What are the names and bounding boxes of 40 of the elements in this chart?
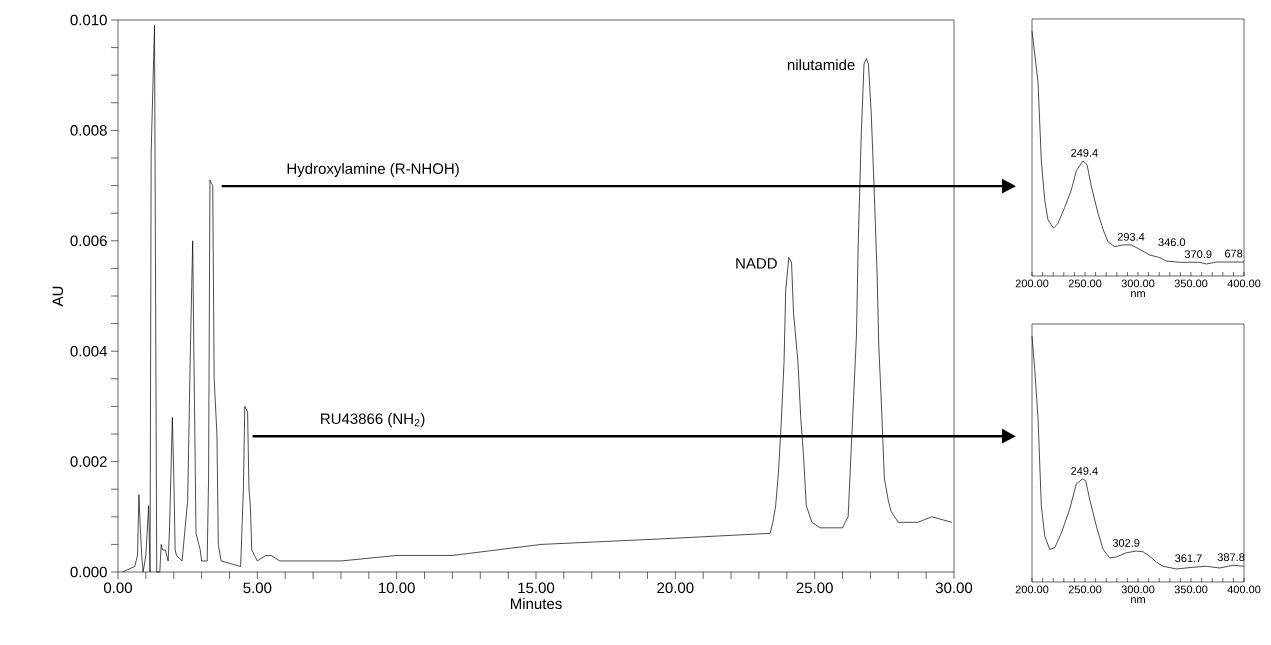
annotation: 346.0 (1158, 238, 1186, 247)
x-tick-label: 250.00 (1068, 585, 1102, 594)
x-tick-label: 200.00 (1015, 279, 1049, 288)
annotation: 249.4 (1071, 467, 1098, 475)
x-tick-label: 0.00 (103, 582, 132, 594)
x-axis-title: nm (1131, 597, 1145, 604)
annotation: nilutamide (787, 59, 855, 71)
x-tick-label: 300.00 (1121, 585, 1155, 594)
annotation: 361.7 (1175, 554, 1202, 563)
x-tick-label: 350.00 (1174, 279, 1208, 288)
x-tick-label: 400.00 (1227, 279, 1261, 288)
y-tick-label: 0.004 (70, 345, 108, 357)
x-axis-title: Minutes (510, 598, 562, 610)
annotation: Hydroxylamine (R-NHOH) (287, 162, 459, 177)
annotation: 302.9 (1112, 539, 1140, 547)
y-tick-label: 0.006 (70, 235, 107, 247)
y-tick-label: 0.002 (70, 456, 107, 467)
x-tick-label: 20.00 (657, 582, 694, 594)
y-tick-label: 0.000 (70, 566, 107, 578)
x-tick-label: 200.00 (1015, 585, 1049, 594)
x-tick-label: 5.00 (243, 582, 272, 594)
x-tick-label: 400.00 (1227, 585, 1261, 594)
x-tick-label: 30.00 (935, 582, 973, 594)
annotation: 370.9 (1184, 250, 1212, 259)
annotation: 249.4 (1071, 148, 1098, 157)
y-axis-title: AU (52, 286, 64, 307)
x-tick-label: 300.00 (1121, 279, 1155, 288)
annotation: 293.4 (1117, 232, 1145, 241)
x-tick-label: 250.00 (1068, 279, 1102, 288)
annotation: RU43866 (NH$_{2}$) (321, 413, 425, 428)
x-tick-label: 10.00 (379, 582, 415, 594)
y-tick-label: 0.010 (70, 14, 107, 26)
x-axis-title: nm (1131, 291, 1145, 298)
x-tick-label: 350.00 (1174, 585, 1208, 594)
x-tick-label: 25.00 (796, 582, 833, 594)
x-tick-label: 15.00 (518, 582, 555, 594)
annotation: 387.8 (1217, 553, 1245, 562)
y-tick-label: 0.008 (70, 125, 107, 136)
annotation: NADD (736, 258, 777, 269)
annotation: 678 (1225, 249, 1243, 258)
